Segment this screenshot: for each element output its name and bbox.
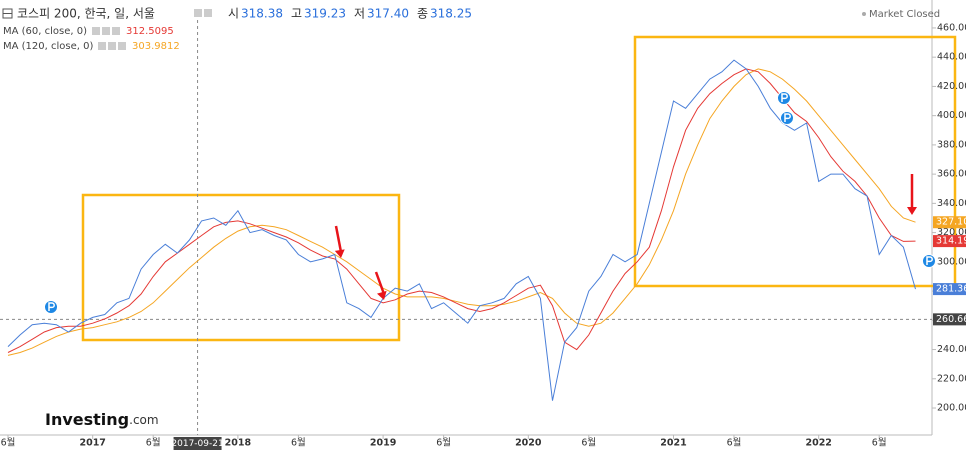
red-arrow xyxy=(907,174,917,215)
x-tick-label: 2018 xyxy=(225,438,252,449)
y-tick-label: 400.00 xyxy=(937,110,966,121)
market-status: Market Closed xyxy=(869,9,940,20)
settings-icons[interactable] xyxy=(194,9,212,17)
event-marker-glyph xyxy=(781,93,788,102)
last-value-tag xyxy=(933,283,966,296)
event-marker[interactable] xyxy=(780,111,794,125)
legend-icon xyxy=(118,42,126,50)
red-arrow-head xyxy=(376,290,387,300)
legend-icon xyxy=(102,27,110,35)
legend-icon xyxy=(92,27,100,35)
crosshair-x-tag xyxy=(173,437,222,450)
ohlc-value: 319.23 xyxy=(304,7,346,21)
y-tick-label: 380.00 xyxy=(937,139,966,150)
x-tick-label: 2019 xyxy=(370,438,396,449)
crosshair-y-label: 260.66 xyxy=(936,314,966,325)
legend-label: MA (120, close, 0) xyxy=(3,41,93,52)
ohlc-value: 318.38 xyxy=(241,7,283,21)
y-tick-label: 300.00 xyxy=(937,256,966,267)
legend-value: 312.5095 xyxy=(126,26,174,37)
last-value-label: 327.10 xyxy=(936,217,966,228)
brand-logo: Investing.com xyxy=(45,410,159,429)
ohlc-label: 시 xyxy=(228,7,239,21)
event-marker[interactable] xyxy=(777,91,791,105)
red-arrow-shaft xyxy=(334,225,343,253)
y-tick-label: 320.00 xyxy=(937,227,966,238)
ohlc-label: 종 xyxy=(417,7,428,21)
x-tick-label: 6월 xyxy=(146,437,161,449)
series-line xyxy=(7,59,916,401)
x-tick-label: 2020 xyxy=(515,438,542,449)
ohlc-label: 저 xyxy=(354,7,365,21)
ohlc-label: 고 xyxy=(291,7,302,21)
red-arrow xyxy=(334,225,345,258)
y-tick-label: 360.00 xyxy=(937,169,966,180)
red-arrow-head xyxy=(907,207,917,215)
last-value-tag xyxy=(933,235,966,248)
x-tick-label: 6월 xyxy=(872,437,887,449)
legend-label: MA (60, close, 0) xyxy=(3,26,87,37)
event-marker[interactable] xyxy=(922,254,936,268)
last-value-tag xyxy=(933,216,966,229)
legend-icon xyxy=(98,42,106,50)
series-line xyxy=(7,68,916,353)
x-tick-label: 6월 xyxy=(436,437,451,449)
event-marker-glyph xyxy=(784,113,791,122)
y-tick-label: 420.00 xyxy=(937,81,966,92)
x-tick-label: 6월 xyxy=(581,437,596,449)
legend-icon xyxy=(108,42,116,50)
series-line xyxy=(7,68,916,356)
y-tick-label: 460.00 xyxy=(937,22,966,33)
x-tick-label: 2022 xyxy=(805,438,831,449)
orange-box xyxy=(81,193,401,342)
legend-icon xyxy=(112,27,120,35)
x-tick-label: 2021 xyxy=(660,438,686,449)
chart-title: 코스피 200, 한국, 일, 서울 xyxy=(17,7,155,21)
y-tick-label: 240.00 xyxy=(937,344,966,355)
event-marker-glyph xyxy=(48,302,55,311)
brand-name: Investing xyxy=(45,410,129,429)
crosshair-y-tag xyxy=(933,313,966,326)
y-tick-label: 340.00 xyxy=(937,198,966,209)
status-dot xyxy=(862,12,866,16)
ohlc-value: 317.40 xyxy=(367,7,409,21)
last-value-label: 281.36 xyxy=(936,284,966,295)
red-arrow xyxy=(374,271,387,300)
x-tick-label: 6월 xyxy=(291,437,306,449)
ohlc-value: 318.25 xyxy=(430,7,472,21)
x-tick-label: 2017 xyxy=(79,438,105,449)
y-tick-label: 220.00 xyxy=(937,373,966,384)
orange-box xyxy=(633,35,957,288)
legend-value: 303.9812 xyxy=(132,41,180,52)
red-arrow-shaft xyxy=(374,271,386,295)
x-tick-label: 6월 xyxy=(727,437,742,449)
x-tick-label: 6월 xyxy=(1,437,16,449)
last-value-label: 314.19 xyxy=(936,236,966,247)
event-marker[interactable] xyxy=(44,300,58,314)
crosshair-x-label: 2017-09-21 xyxy=(171,439,223,449)
y-tick-label: 200.00 xyxy=(937,403,966,414)
brand-suffix: .com xyxy=(129,413,158,427)
y-tick-label: 440.00 xyxy=(937,52,966,63)
red-arrow-head xyxy=(334,249,345,258)
event-marker-glyph xyxy=(926,256,933,265)
